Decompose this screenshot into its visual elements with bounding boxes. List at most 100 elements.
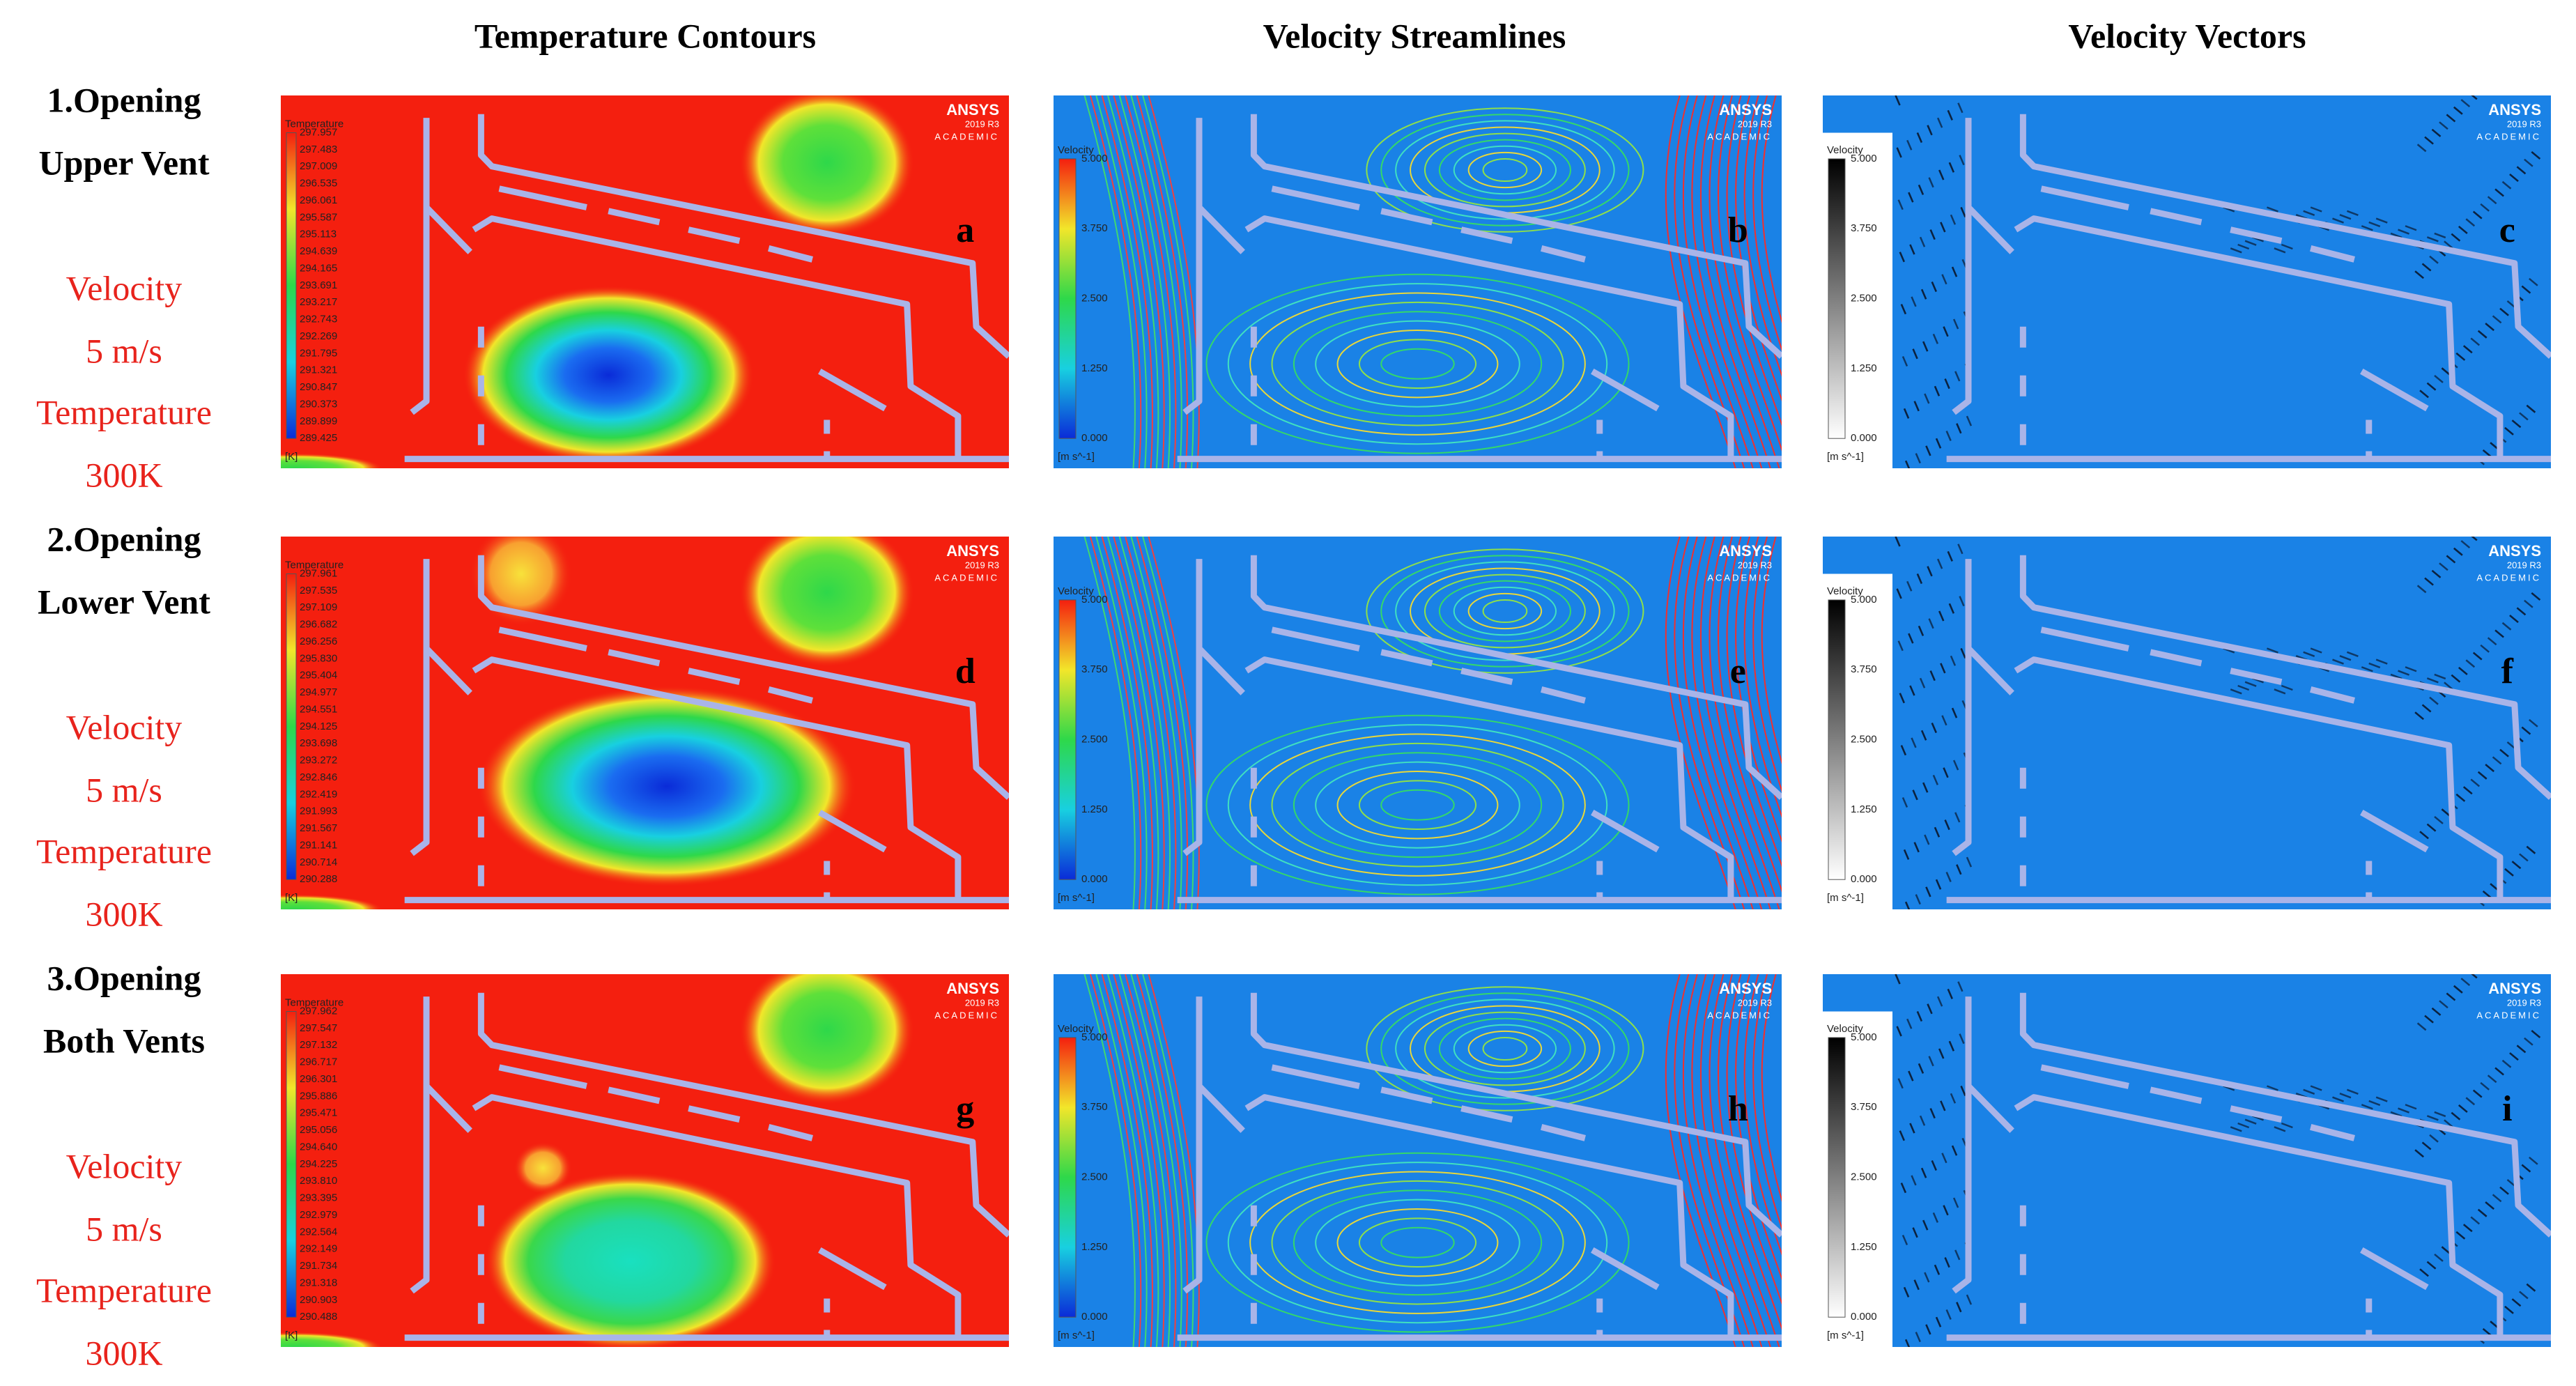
vector — [2310, 647, 2322, 654]
vector — [1935, 879, 1942, 890]
streamline — [1366, 107, 1644, 233]
legend-tick-label: 0.000 — [1081, 432, 1108, 444]
panel-background — [1823, 974, 2551, 1347]
legend-unit: [m s^-1] — [1058, 451, 1095, 463]
vector — [1960, 207, 1966, 217]
logo-version: 2019 R3 — [965, 997, 999, 1008]
streamline — [1395, 999, 1615, 1099]
streamline — [1467, 592, 1543, 630]
vector — [1900, 745, 1907, 756]
vector — [2441, 1246, 2451, 1255]
legend-tick-label: 2.500 — [1081, 1171, 1108, 1183]
streamline — [1095, 537, 1148, 909]
streamline — [1743, 537, 1782, 818]
vector — [2267, 1085, 2278, 1091]
vector — [2499, 748, 2509, 757]
vector — [2426, 1261, 2437, 1270]
vector — [2332, 1096, 2344, 1102]
streamline — [1089, 974, 1142, 1347]
vector — [2230, 1126, 2242, 1132]
vector — [1896, 1026, 1902, 1037]
vector — [2405, 1104, 2417, 1110]
baffle — [424, 646, 472, 695]
louver — [498, 626, 587, 652]
vector — [2477, 771, 2488, 780]
baffle — [1966, 646, 2014, 695]
vector — [2244, 240, 2257, 246]
vector — [2501, 180, 2512, 190]
vector — [1956, 864, 1962, 875]
vector — [1948, 1040, 1954, 1052]
column-header: Velocity Vectors — [2068, 16, 2306, 55]
vector — [2509, 1052, 2519, 1061]
contour-region — [281, 894, 383, 909]
vector — [1912, 1227, 1918, 1238]
vector — [1897, 640, 1904, 652]
legend-bar — [1828, 158, 1846, 439]
contour-region — [281, 453, 383, 468]
vector — [2346, 651, 2359, 658]
legend-tick-label: 297.962 — [300, 1005, 337, 1017]
vector — [2499, 307, 2509, 316]
vector — [2303, 1088, 2315, 1095]
streamline — [1424, 1011, 1586, 1086]
vector — [1903, 408, 1910, 419]
vector — [2458, 1104, 2468, 1113]
vector — [2511, 419, 2522, 429]
streamline — [1453, 145, 1557, 195]
vector — [2419, 831, 2429, 840]
vector — [1952, 1197, 1959, 1208]
vector — [1895, 537, 1901, 547]
legend-bar — [1058, 1037, 1077, 1318]
streamline — [1482, 599, 1528, 624]
streamline — [1227, 1162, 1608, 1324]
panel-background — [1823, 537, 2551, 909]
vector — [2487, 1075, 2497, 1084]
vector — [2529, 277, 2538, 286]
vector — [1954, 1249, 1961, 1261]
logo-version: 2019 R3 — [2507, 560, 2541, 570]
vector — [2426, 677, 2439, 684]
vector — [2524, 158, 2533, 167]
vector — [2504, 1305, 2514, 1314]
legend-tick-label: 297.109 — [300, 601, 337, 613]
vector — [1925, 445, 1931, 456]
vector — [2524, 599, 2533, 608]
vector — [1925, 886, 1931, 898]
louver — [1460, 668, 1513, 686]
vector — [2332, 217, 2344, 224]
contour-region — [739, 974, 915, 1105]
legend-tick-label: 5.000 — [1851, 153, 1877, 164]
vector — [2346, 1088, 2359, 1095]
vector — [2274, 1126, 2286, 1132]
streamline — [1101, 974, 1154, 1347]
legend-tick-label: 3.750 — [1081, 1101, 1108, 1113]
streamline — [1148, 974, 1200, 1347]
streamline — [1752, 537, 1782, 793]
vector — [1908, 1070, 1914, 1081]
legend-unit: [m s^-1] — [1058, 1330, 1095, 1341]
legend-unit: [m s^-1] — [1058, 892, 1095, 904]
streamline — [1482, 1036, 1528, 1061]
vector — [1936, 558, 1943, 569]
louver — [1460, 226, 1513, 245]
legend-tick-label: 294.639 — [300, 245, 337, 257]
lower-vent — [1591, 1247, 1660, 1291]
streamline — [1358, 780, 1477, 830]
condition: Velocity — [66, 1146, 183, 1185]
legend-tick-label: 5.000 — [1851, 1031, 1877, 1043]
vector — [1924, 393, 1930, 404]
lower-vent — [818, 809, 887, 853]
vector — [1934, 826, 1941, 838]
vector — [2446, 992, 2456, 1001]
vector — [1947, 109, 1953, 121]
vector — [2267, 647, 2278, 654]
vector — [1918, 184, 1925, 195]
legend-tick-label: 290.288 — [300, 873, 337, 885]
vector — [1909, 685, 1915, 696]
contour-region — [463, 285, 755, 465]
row-label: Both Vents — [43, 1021, 205, 1060]
streamline — [1424, 132, 1586, 208]
